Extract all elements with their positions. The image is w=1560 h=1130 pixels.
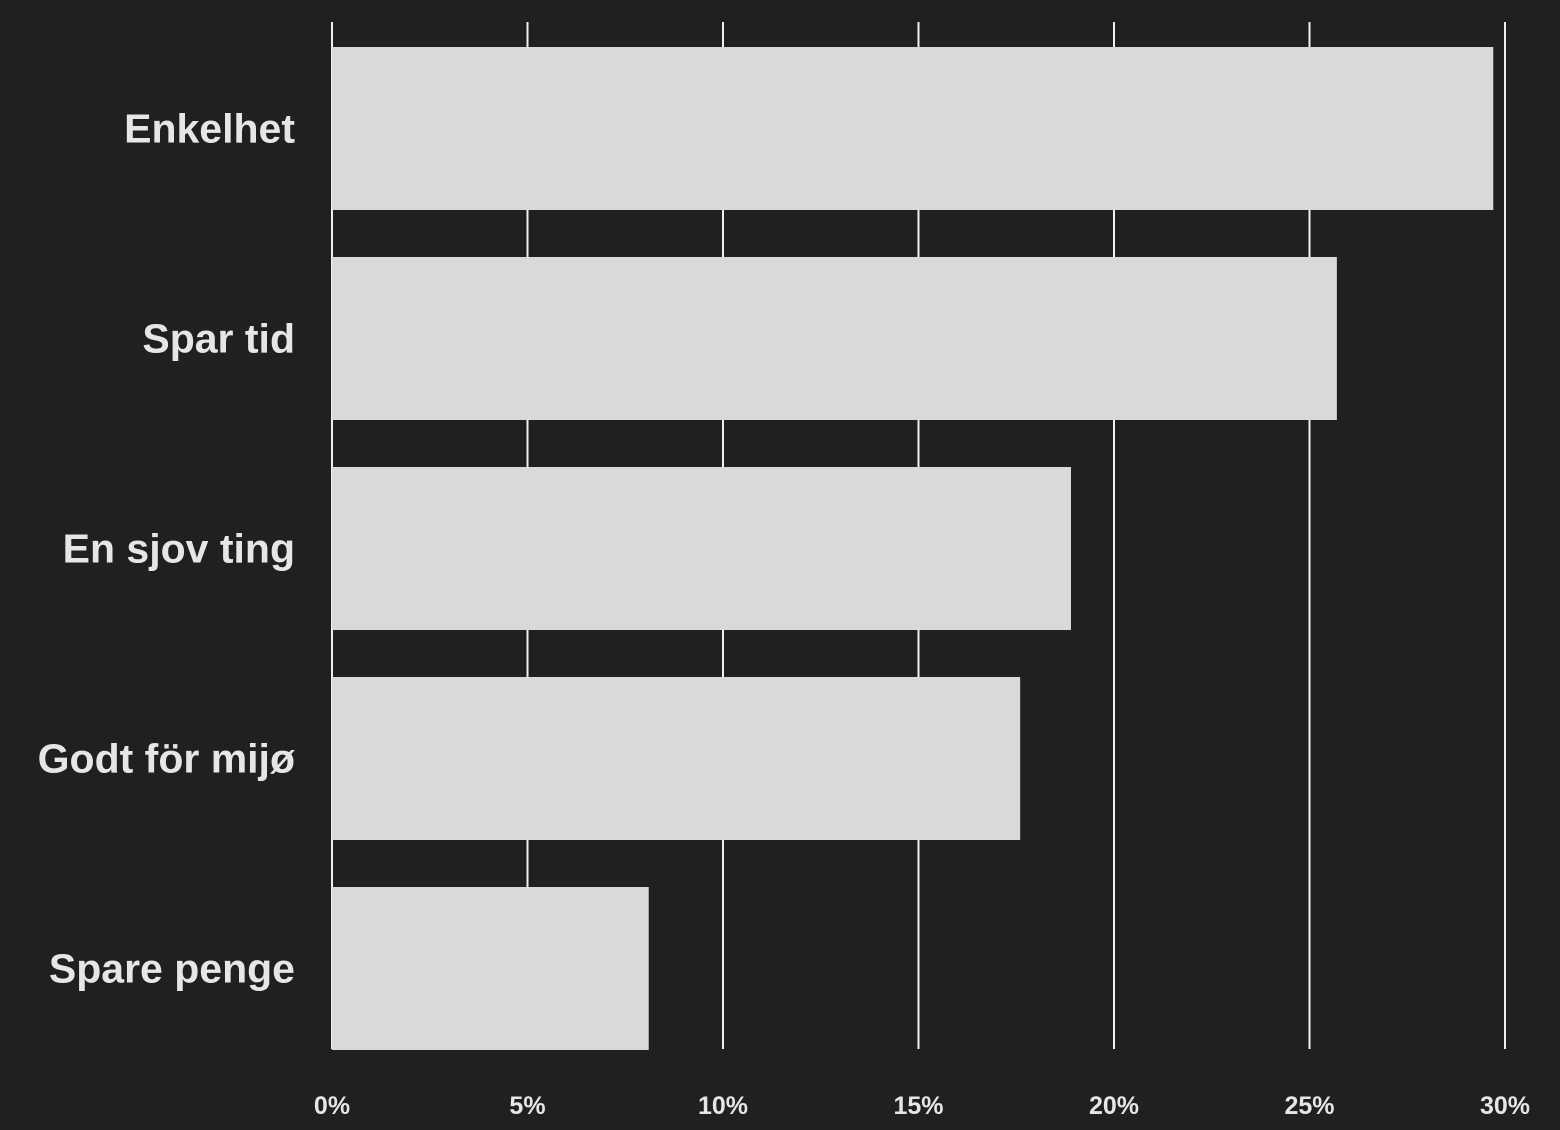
bar-0 [332, 47, 1494, 210]
bar-1 [332, 257, 1337, 420]
bar-2 [332, 467, 1071, 630]
x-tick-label: 10% [698, 1092, 748, 1120]
bar-4 [332, 887, 649, 1050]
x-tick-label: 20% [1089, 1092, 1139, 1120]
category-label: Enkelhet [124, 106, 295, 152]
bar-3 [332, 677, 1021, 840]
category-label: En sjov ting [63, 526, 295, 572]
category-label: Godt för mijø [38, 736, 295, 782]
x-tick-label: 30% [1480, 1092, 1530, 1120]
x-tick-label: 5% [509, 1092, 545, 1120]
category-label: Spar tid [142, 316, 295, 362]
category-label: Spare penge [49, 946, 295, 992]
x-tick-label: 25% [1284, 1092, 1334, 1120]
x-tick-label: 0% [314, 1092, 350, 1120]
x-tick-label: 15% [893, 1092, 943, 1120]
